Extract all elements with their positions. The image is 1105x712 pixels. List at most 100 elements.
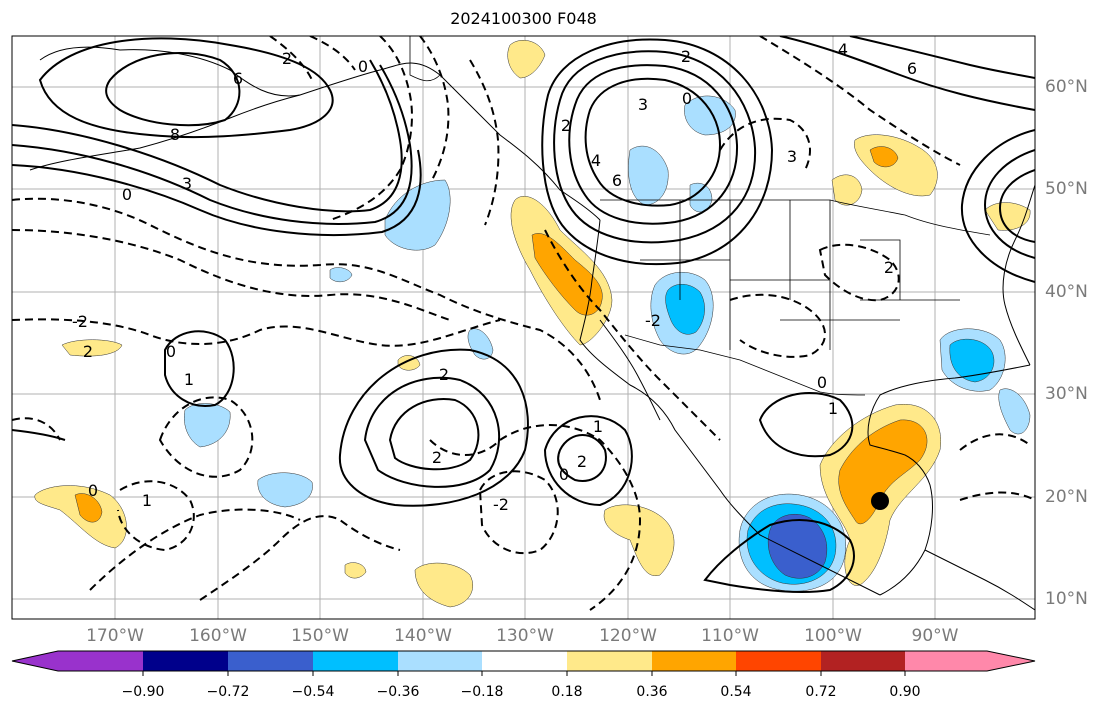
shade-positive-trop2	[414, 562, 474, 608]
contour-label: 2	[83, 342, 93, 361]
contour-label: 2	[561, 116, 571, 135]
colorbar-segment	[228, 651, 313, 671]
contour-label: 2	[439, 365, 449, 384]
lat-label: 30°N	[1045, 384, 1088, 404]
lat-label: 60°N	[1045, 77, 1088, 97]
colorbar-tick-label: 0.36	[636, 684, 668, 700]
shade-negative-epac-core	[767, 514, 828, 579]
lat-label: 20°N	[1045, 487, 1088, 507]
contour-label: 0	[559, 465, 569, 484]
contour-label: 0	[682, 89, 692, 108]
neg-contour-9	[329, 36, 413, 221]
pos-contour-aleutian-1	[12, 59, 403, 213]
colorbar-ticks	[142, 671, 906, 676]
neg-contour-6	[429, 424, 642, 611]
border-states-2	[640, 200, 900, 321]
coast-gulf	[867, 364, 1031, 596]
contour-label: 1	[142, 491, 152, 510]
shade-negative-subtropics	[184, 403, 231, 448]
pos-contour-epac-1	[703, 519, 855, 594]
contour-label: 4	[838, 40, 848, 59]
pos-contour-wpac	[12, 429, 66, 441]
shade-negative-smallblob	[329, 267, 353, 283]
shade-positive-gulf-core	[838, 419, 928, 525]
contour-label: 0	[358, 57, 368, 76]
contour-label: 2	[681, 47, 691, 66]
shade-positive-westcoast-core	[531, 233, 603, 316]
border-alaska-canada	[409, 36, 441, 82]
contour-label: 2	[577, 452, 587, 471]
contour-label: 2	[432, 448, 442, 467]
pos-contour-pac-3	[338, 348, 529, 507]
contour-label: 8	[170, 125, 180, 144]
shade-positive-westpac-core	[74, 493, 103, 523]
colorbar-tick-label: −0.54	[291, 684, 335, 700]
shade-negative-hawaii	[257, 472, 313, 508]
neg-contour-5	[478, 470, 559, 555]
contour-label: 6	[233, 69, 243, 88]
colorbar-segment	[736, 651, 821, 671]
shade-positive-westpac	[34, 485, 127, 549]
neg-contour-15	[719, 117, 811, 171]
colorbar-segment	[821, 651, 905, 671]
pos-contour-pac-2	[363, 376, 501, 488]
colorbar-segment	[905, 651, 987, 671]
lon-label: 100°W	[804, 626, 862, 646]
contour-label: 3	[182, 174, 192, 193]
contour-label: -2	[72, 312, 88, 331]
pos-contour-bc-3	[553, 50, 757, 244]
coastlines	[29, 46, 1035, 611]
neg-contour-4	[158, 396, 254, 478]
contour-label: 0	[122, 185, 132, 204]
lat-label: 40°N	[1045, 282, 1088, 302]
neg-contour-16	[759, 36, 961, 166]
borders	[409, 36, 991, 396]
shade-positive-plains	[831, 174, 863, 206]
coast-baja	[599, 319, 661, 421]
colorbar-outline	[11, 650, 1036, 672]
neg-contour-8	[89, 508, 301, 591]
colorbar-tick-label: 0.90	[889, 684, 921, 700]
colorbar-tick-label: −0.90	[121, 684, 165, 700]
contour-label: 6	[612, 171, 622, 190]
pos-contour-north	[779, 36, 1035, 111]
lon-label: 160°W	[189, 626, 247, 646]
contours-negative	[12, 36, 1035, 611]
colorbar-segment	[143, 651, 228, 671]
shade-positive-greatlakes-core	[869, 146, 899, 168]
colorbar-segment	[482, 651, 567, 671]
contour-label: -2	[645, 311, 661, 330]
colorbar-segment	[567, 651, 652, 671]
neg-contour-13	[818, 243, 900, 302]
pos-contour-mexico	[758, 392, 854, 458]
lon-label: 150°W	[291, 626, 349, 646]
neg-contour-14	[729, 293, 826, 358]
shade-negative-southwest-core	[665, 284, 705, 335]
neg-contour-12	[544, 229, 721, 441]
pos-contour-north-2	[849, 36, 1035, 79]
lon-label: 140°W	[394, 626, 452, 646]
coast-centralam	[924, 549, 1035, 611]
shade-negative-canada	[684, 95, 736, 136]
colorbar-tick-label: 0.72	[805, 684, 837, 700]
map-title: 2024100300 F048	[450, 9, 597, 28]
colorbar-segment	[652, 651, 736, 671]
lat-label: 10°N	[1045, 589, 1088, 609]
lon-label: 120°W	[599, 626, 657, 646]
colorbar-low-extension	[12, 651, 58, 671]
contour-label: 1	[828, 399, 838, 418]
pos-contour-alaska-1	[105, 51, 241, 127]
pos-contour-bc-2	[568, 64, 739, 225]
pos-contour-alaska-2	[38, 37, 334, 139]
contour-label: 4	[591, 151, 601, 170]
contour-label: 0	[166, 342, 176, 361]
border-us-canada	[600, 199, 991, 236]
lon-label: 90°W	[911, 626, 959, 646]
pos-contour-pac-5	[543, 415, 633, 507]
colorbar-segment	[58, 651, 143, 671]
neg-contour-2	[12, 229, 451, 321]
neg-contour-17	[959, 433, 1035, 501]
colorbar-segment	[313, 651, 398, 671]
contour-label: 2	[884, 258, 894, 277]
shade-negative-bc	[628, 145, 669, 206]
